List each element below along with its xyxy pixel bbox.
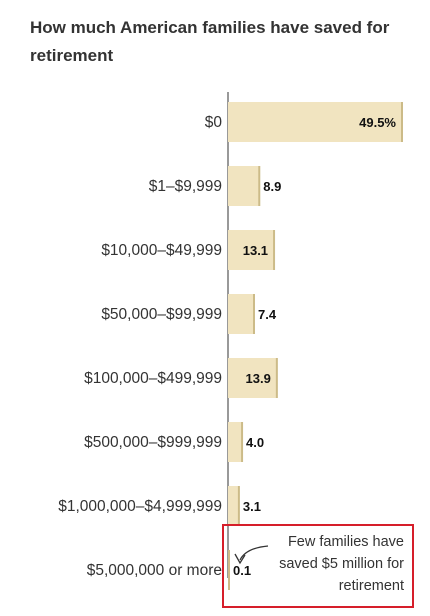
bar [228,486,239,526]
annotation-text: Few families have saved $5 million for r… [266,531,404,597]
category-label: $500,000–$999,999 [84,434,222,451]
data-label: 7.4 [258,307,277,322]
bar [228,358,277,398]
bar [228,294,255,334]
category-label: $0 [205,114,223,131]
annotation-arrow [239,545,269,561]
annotation-arrowhead [234,553,246,565]
bar [228,102,402,142]
annotation-line-3: retirement [338,578,404,594]
data-label: 0.1 [233,563,251,578]
bar [228,166,260,206]
category-label: $50,000–$99,999 [101,306,222,323]
data-label: 8.9 [263,179,281,194]
data-label: 13.1 [243,243,268,258]
data-label: 4.0 [246,435,264,450]
bar [228,422,243,462]
bar [228,230,275,270]
category-label: $10,000–$49,999 [101,242,222,259]
data-label: 13.9 [246,371,271,386]
category-label: $5,000,000 or more [87,562,222,579]
annotation-highlight-box [222,524,414,608]
chart-title: How much American families have saved fo… [30,18,390,65]
data-label: 49.5% [359,115,396,130]
category-label: $1,000,000–$4,999,999 [58,498,222,515]
category-label: $1–$9,999 [149,178,222,195]
category-label: $100,000–$499,999 [84,370,222,387]
annotation-line-2: saved $5 million for [279,556,404,572]
data-label: 3.1 [243,499,261,514]
annotation-line-1: Few families have [287,534,404,550]
